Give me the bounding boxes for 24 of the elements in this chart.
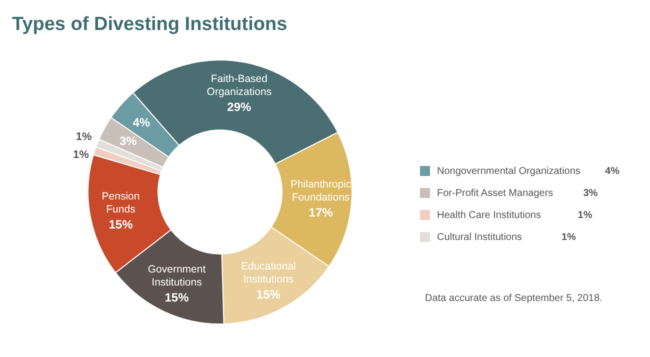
data-label: 17% xyxy=(308,206,334,220)
legend-label: For-Profit Asset Managers xyxy=(437,188,554,199)
slice-label: Philanthropic Foundations xyxy=(290,178,352,204)
text: Data accurate as of September 5, 2018. xyxy=(425,293,602,304)
chart-title: Types of Divesting Institutions xyxy=(12,14,288,35)
slice-label: Educational Institutions xyxy=(240,260,296,286)
legend-label: Cultural Institutions xyxy=(437,232,522,243)
slice-label: Pension Funds xyxy=(102,190,140,216)
data-label: 15% xyxy=(108,218,134,232)
text: 1% xyxy=(561,232,576,243)
text: 3% xyxy=(583,188,598,199)
data-label: 4% xyxy=(132,115,150,130)
data-label: 1% xyxy=(72,149,90,162)
slice-label: Government Institutions xyxy=(148,263,206,288)
data-label: 15% xyxy=(256,288,281,302)
slice-label: Faith-Based Organizations xyxy=(206,72,272,98)
legend-label: Nongovernmental Organizations xyxy=(437,166,580,177)
text: 1% xyxy=(578,210,592,221)
data-label: 3% xyxy=(119,134,138,148)
data-label: 15% xyxy=(164,290,190,304)
legend-label: Health Care Institutions xyxy=(437,210,541,221)
text: 4% xyxy=(605,166,620,177)
data-label: 29% xyxy=(227,100,252,114)
data-label: 1% xyxy=(76,130,92,143)
